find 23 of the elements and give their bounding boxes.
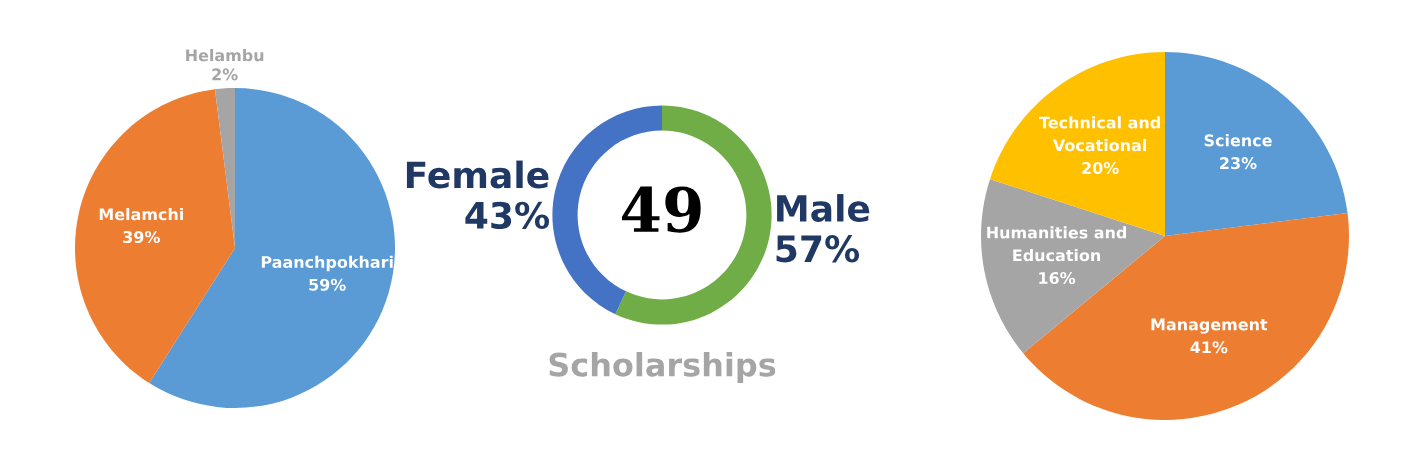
slice-label: Male bbox=[777, 194, 870, 222]
text: 49 bbox=[621, 186, 701, 233]
slice-label: Helambu bbox=[186, 48, 264, 62]
data-label: 20% bbox=[1082, 161, 1119, 175]
slice-label: Female bbox=[406, 160, 549, 189]
data-label: 39% bbox=[123, 230, 160, 244]
data-label: 23% bbox=[1220, 157, 1257, 170]
pie-slice bbox=[75, 89, 235, 384]
pie-slice bbox=[1165, 52, 1348, 236]
slice-label: Paanchpokhari bbox=[261, 255, 393, 272]
slice-label: Humanities and Education bbox=[987, 226, 1127, 262]
data-label: 16% bbox=[1039, 271, 1076, 285]
slice-label: Technical and Vocational bbox=[1039, 116, 1160, 152]
slice-label: Melamchi bbox=[99, 207, 183, 221]
data-label: 41% bbox=[1190, 341, 1228, 354]
data-label: 43% bbox=[465, 201, 550, 229]
slice-label: Science bbox=[1204, 134, 1272, 147]
data-label: 2% bbox=[212, 68, 238, 81]
donut-slice bbox=[615, 105, 772, 325]
data-label: 59% bbox=[309, 278, 346, 291]
text: Scholarships bbox=[549, 352, 776, 383]
data-label: 57% bbox=[776, 235, 860, 263]
slice-label: Management bbox=[1151, 318, 1268, 334]
